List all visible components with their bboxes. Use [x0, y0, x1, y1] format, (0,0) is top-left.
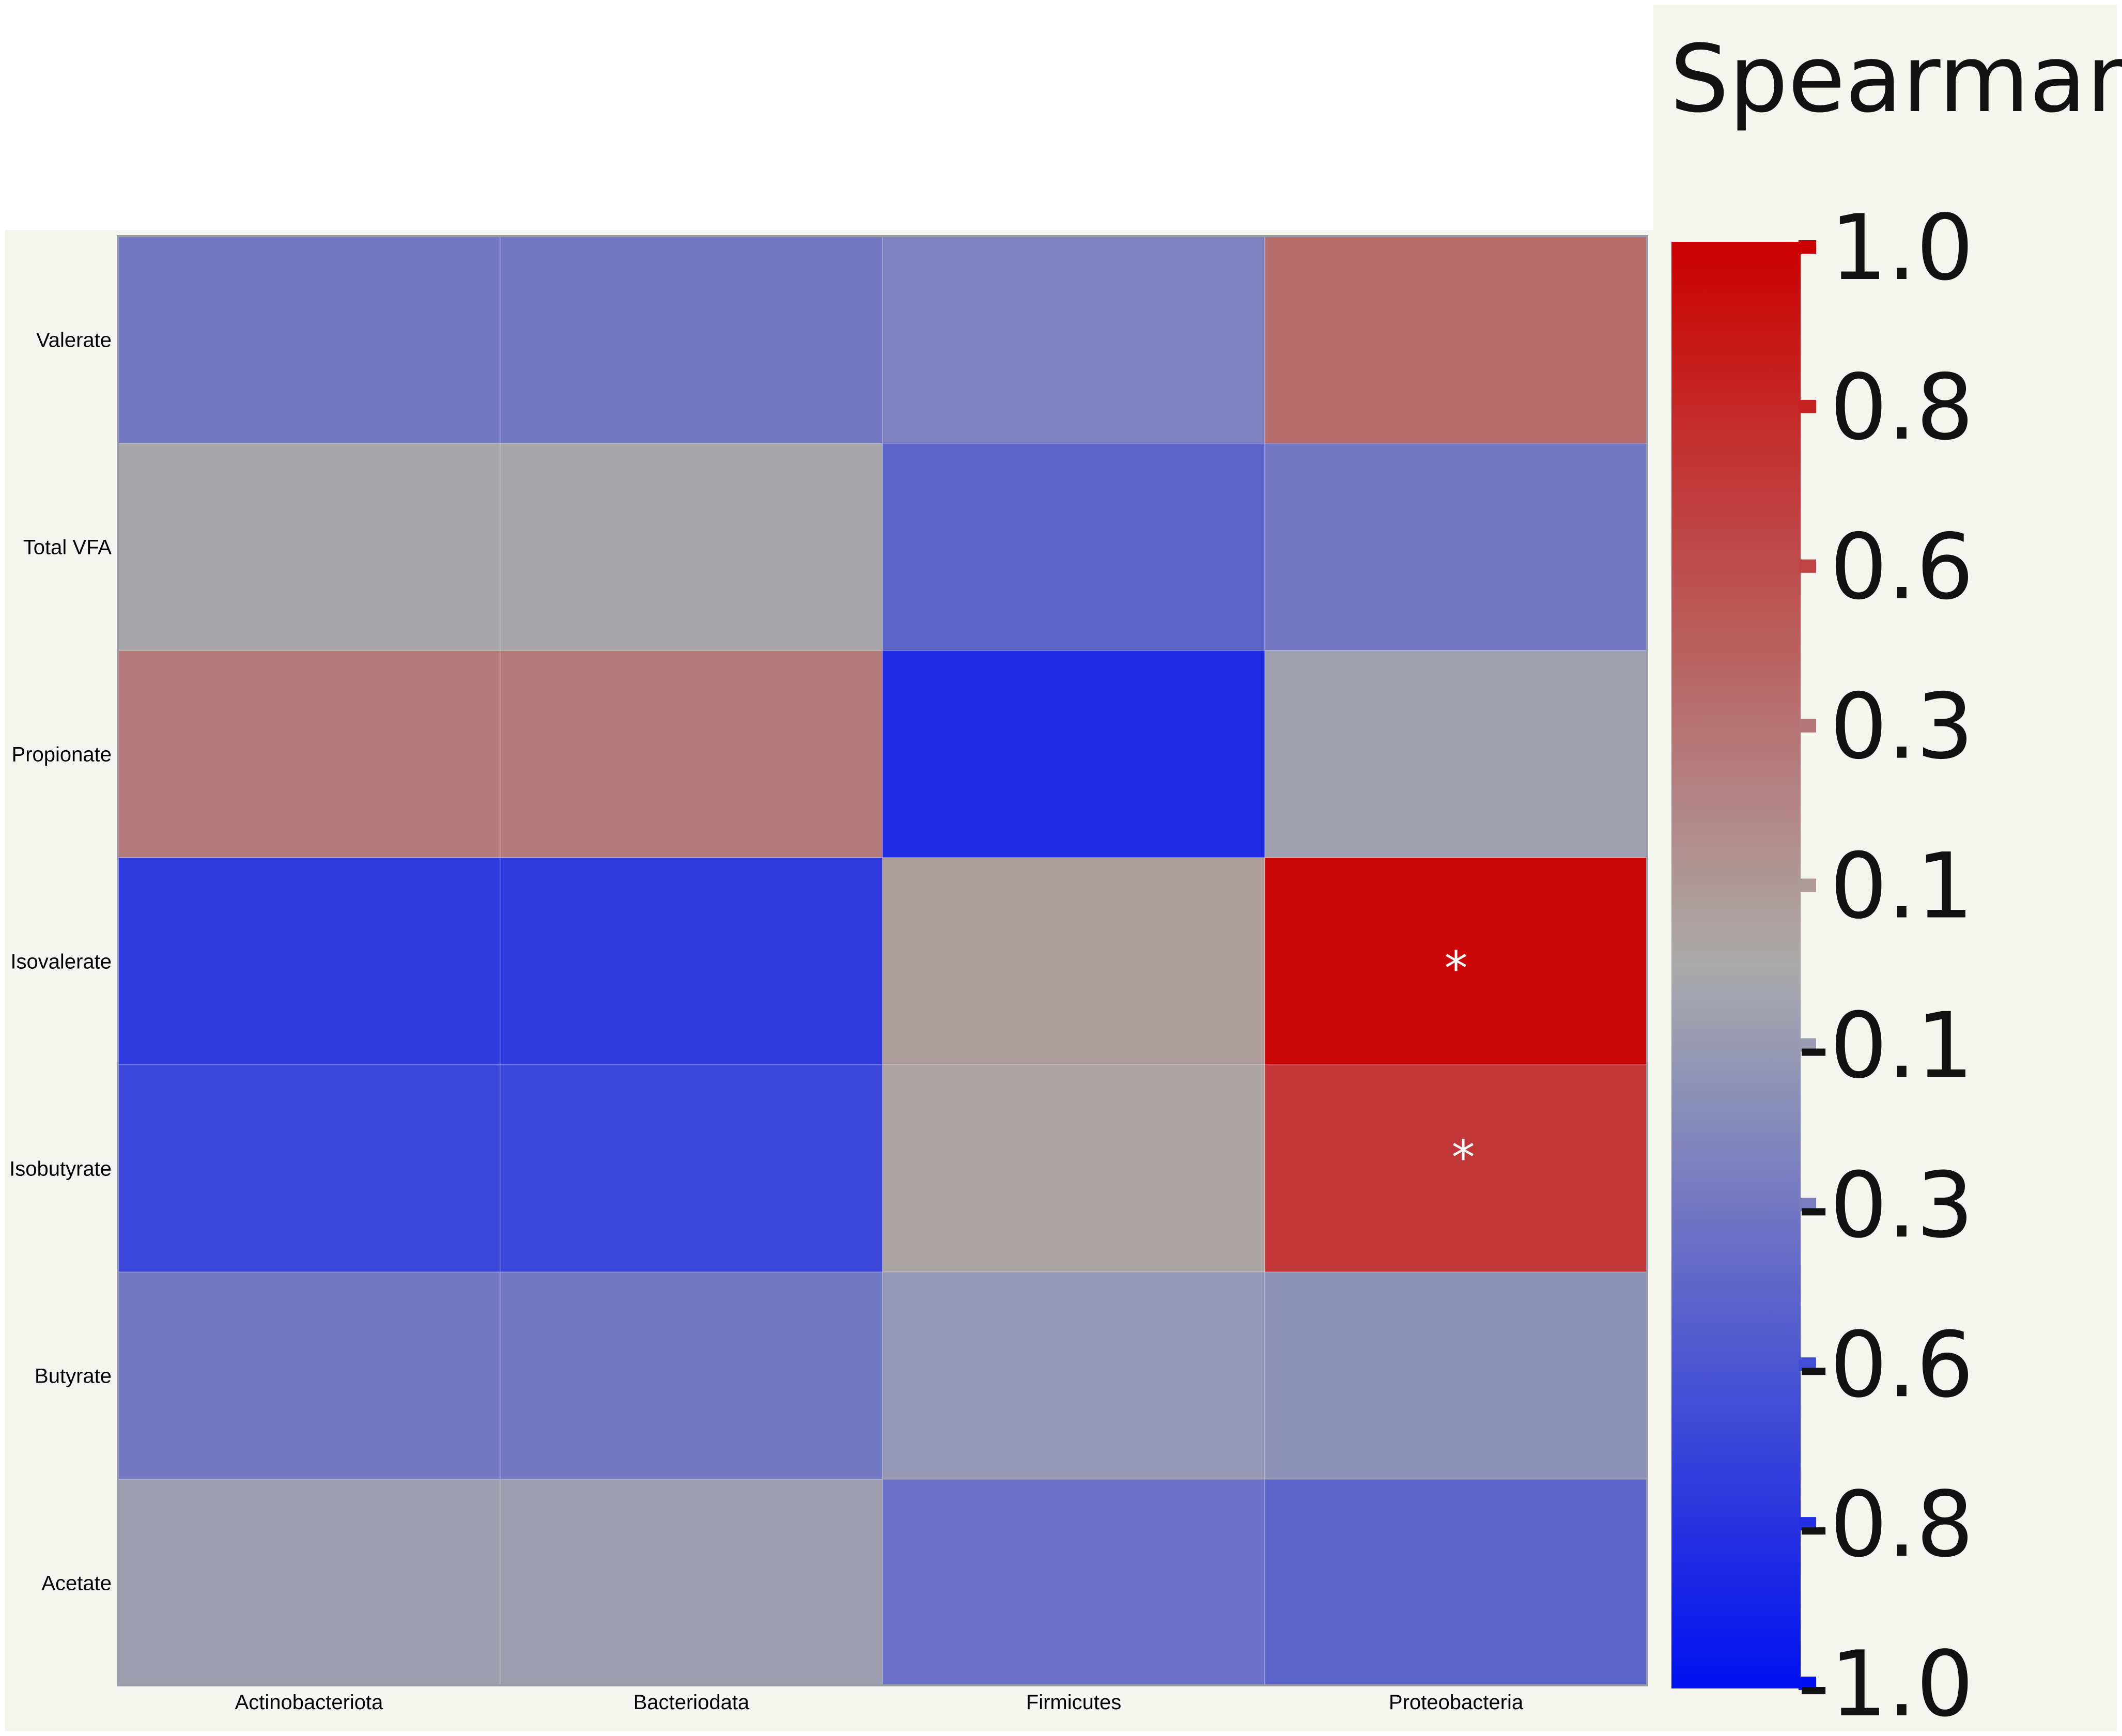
heatmap-cell	[1264, 236, 1648, 444]
heatmap-cell	[500, 1479, 883, 1687]
column-label: Bacteriodata	[633, 1691, 750, 1714]
colorbar-tick-label: 0.8	[1830, 355, 1974, 460]
significance-asterisk: *	[1452, 1131, 1475, 1185]
significance-asterisk: *	[1445, 942, 1468, 996]
column-label: Proteobacteria	[1389, 1691, 1524, 1714]
heatmap-cell	[1264, 857, 1648, 1065]
heatmap-cell	[117, 857, 501, 1065]
heatmap-cell	[1264, 650, 1648, 858]
colorbar-tick-label: -0.8	[1798, 1473, 1974, 1577]
heatmap-cell	[500, 857, 883, 1065]
row-label: Valerate	[36, 329, 112, 352]
colorbar-gradient	[1671, 242, 1801, 1688]
colorbar-tick-label: 0.3	[1830, 675, 1974, 780]
heatmap-cell	[882, 236, 1265, 444]
row-label: Total VFA	[23, 536, 112, 559]
heatmap-cells	[117, 236, 1648, 1687]
column-labels: Actinobacteriota Bacteriodata Firmicutes Pr…	[235, 1691, 1524, 1714]
heatmap-cell	[882, 443, 1265, 651]
colorbar-tick-label: -0.6	[1798, 1313, 1974, 1418]
row-label: Acetate	[41, 1572, 112, 1595]
heatmap-cell	[117, 443, 501, 651]
colorbar-tick-label: 0.1	[1830, 834, 1974, 939]
heatmap-cell	[117, 236, 501, 444]
row-label: Propionate	[12, 743, 112, 766]
heatmap-cell	[500, 650, 883, 858]
heatmap-cell	[117, 650, 501, 858]
colorbar-tick-label: -0.1	[1798, 994, 1974, 1098]
colorbar-tick-label: 1.0	[1830, 196, 1974, 301]
column-label: Firmicutes	[1026, 1691, 1121, 1714]
column-label: Actinobacteriota	[235, 1691, 384, 1714]
heatmap-cell	[117, 1272, 501, 1480]
heatmap-cell	[500, 1064, 883, 1273]
heatmap-cell	[500, 443, 883, 651]
significance-marks: **	[1445, 942, 1475, 1185]
colorbar-legend: Spearman ρ 1.0 0.8 0.6 0.3 0.1 -0.1 -0.3 -0.6 -0…	[1670, 25, 2122, 1736]
heatmap-cell	[500, 1272, 883, 1480]
heatmap-cell	[117, 1064, 501, 1273]
heatmap-cell	[882, 650, 1265, 858]
heatmap-cell	[1264, 1479, 1648, 1687]
heatmap-cell	[500, 236, 883, 444]
colorbar-tick-label: -1.0	[1798, 1632, 1974, 1736]
row-label: Butyrate	[35, 1365, 112, 1388]
row-label: Isobutyrate	[9, 1158, 112, 1181]
heatmap-cell	[882, 1479, 1265, 1687]
colorbar-ticks: 1.0 0.8 0.6 0.3 0.1 -0.1 -0.3 -0.6 -0.8 -1.0	[1798, 196, 1974, 1736]
colorbar-title: Spearman ρ	[1670, 25, 2122, 133]
row-label: Isovalerate	[10, 951, 112, 973]
plot-frame	[117, 235, 1648, 1686]
heatmap-cell	[1264, 1272, 1648, 1480]
heatmap-cell	[882, 1272, 1265, 1480]
colorbar-tick-label: -0.3	[1798, 1153, 1974, 1258]
heatmap-cell	[882, 1064, 1265, 1273]
row-labels: Valerate Total VFA Propionate Isovalerate Is…	[9, 329, 112, 1595]
heatmap-cell	[1264, 443, 1648, 651]
heatmap-cell	[882, 857, 1265, 1065]
colorbar-tick-label: 0.6	[1830, 515, 1974, 620]
heatmap-cell	[117, 1479, 501, 1687]
